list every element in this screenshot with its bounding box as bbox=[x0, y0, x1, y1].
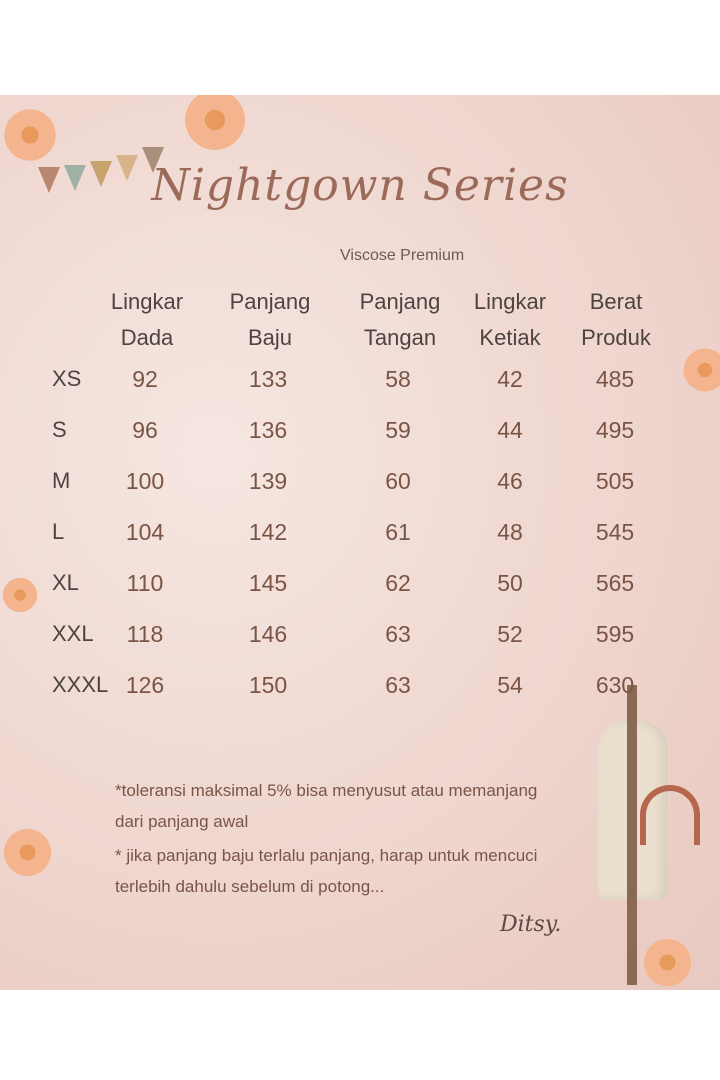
flower-decoration-icon bbox=[680, 345, 720, 395]
table-cell: 44 bbox=[497, 417, 523, 443]
header-line: Lingkar bbox=[110, 289, 184, 314]
table-cell: 42 bbox=[497, 366, 523, 392]
column-header: Panjang Baju bbox=[210, 284, 330, 356]
note-line: *toleransi maksimal 5% bisa menyusut ata… bbox=[115, 781, 538, 800]
table-cell: 505 bbox=[595, 468, 635, 494]
size-label: XS bbox=[52, 366, 82, 391]
table-cell: 485 bbox=[595, 366, 635, 392]
rainbow-decoration-icon bbox=[640, 785, 700, 845]
table-cell: 59 bbox=[385, 417, 411, 443]
flower-decoration-icon bbox=[640, 935, 695, 990]
table-cell: 61 bbox=[385, 519, 411, 545]
table-cell: 92 bbox=[132, 366, 158, 392]
size-label: S bbox=[52, 417, 67, 442]
table-cell: 54 bbox=[497, 672, 523, 698]
flower-decoration-icon bbox=[180, 95, 250, 155]
size-label: XL bbox=[52, 570, 79, 595]
table-cell: 63 bbox=[385, 621, 411, 647]
size-label: XXXL bbox=[52, 672, 109, 697]
header-line: Dada bbox=[120, 325, 174, 350]
flower-decoration-icon bbox=[0, 575, 40, 615]
bunting-flag-icon bbox=[116, 155, 138, 181]
bunting-flag-icon bbox=[64, 165, 86, 191]
table-cell: 142 bbox=[248, 519, 288, 545]
size-label: L bbox=[52, 519, 65, 544]
header-line: Ketiak bbox=[479, 325, 541, 350]
table-cell: 630 bbox=[595, 672, 635, 698]
flower-decoration-icon bbox=[0, 825, 55, 880]
page-title: Nightgown Series bbox=[151, 160, 569, 211]
bunting-flag-icon bbox=[38, 167, 60, 193]
table-cell: 145 bbox=[248, 570, 288, 596]
table-cell: 565 bbox=[595, 570, 635, 596]
table-cell: 150 bbox=[248, 672, 288, 698]
brand-signature: Ditsy. bbox=[500, 912, 562, 937]
table-cell: 50 bbox=[497, 570, 523, 596]
table-cell: 100 bbox=[125, 468, 165, 494]
table-cell: 62 bbox=[385, 570, 411, 596]
table-cell: 104 bbox=[125, 519, 165, 545]
size-chart-card bbox=[0, 95, 720, 990]
header-line: Panjang bbox=[229, 289, 311, 314]
table-cell: 545 bbox=[595, 519, 635, 545]
header-line: Berat bbox=[589, 289, 643, 314]
column-header: Lingkar Dada bbox=[87, 284, 207, 356]
size-label: XXL bbox=[52, 621, 94, 646]
table-cell: 139 bbox=[248, 468, 288, 494]
table-cell: 58 bbox=[385, 366, 411, 392]
size-label: M bbox=[52, 468, 71, 493]
header-line: Lingkar bbox=[473, 289, 547, 314]
header-line: Panjang bbox=[359, 289, 441, 314]
table-cell: 136 bbox=[248, 417, 288, 443]
flower-decoration-icon bbox=[0, 105, 60, 165]
table-cell: 595 bbox=[595, 621, 635, 647]
table-cell: 110 bbox=[126, 570, 164, 596]
header-line: Baju bbox=[247, 325, 293, 350]
table-cell: 118 bbox=[126, 621, 164, 647]
table-cell: 96 bbox=[132, 417, 158, 443]
header-line: Produk bbox=[581, 325, 651, 350]
table-cell: 63 bbox=[385, 672, 411, 698]
column-header: Panjang Tangan bbox=[340, 284, 460, 356]
bunting-flag-icon bbox=[142, 147, 164, 173]
table-cell: 133 bbox=[248, 366, 288, 392]
note-line: dari panjang awal bbox=[115, 812, 249, 831]
table-cell: 126 bbox=[125, 672, 165, 698]
column-header: Berat Produk bbox=[556, 284, 676, 356]
table-cell: 60 bbox=[385, 468, 411, 494]
header-line: Tangan bbox=[363, 325, 437, 350]
table-cell: 48 bbox=[497, 519, 523, 545]
mannequin-stand bbox=[627, 685, 637, 985]
bunting-flag-icon bbox=[90, 161, 112, 187]
column-header: Lingkar Ketiak bbox=[450, 284, 570, 356]
table-cell: 146 bbox=[248, 621, 288, 647]
table-cell: 52 bbox=[497, 621, 523, 647]
table-cell: 495 bbox=[595, 417, 635, 443]
note-line: terlebih dahulu sebelum di potong... bbox=[115, 877, 385, 896]
page-subtitle: Viscose Premium bbox=[340, 247, 465, 264]
note-line: * jika panjang baju terlalu panjang, har… bbox=[115, 846, 538, 865]
table-cell: 46 bbox=[497, 468, 523, 494]
